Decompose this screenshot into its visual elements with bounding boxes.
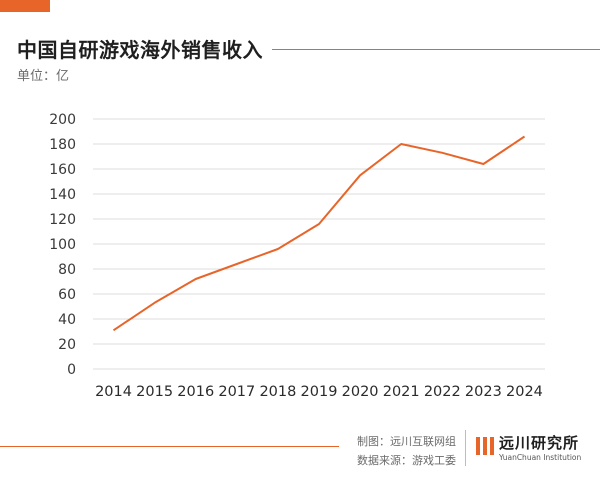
- bottom-rule: [0, 446, 339, 447]
- logo: 远川研究所 YuanChuan Institution: [475, 431, 600, 467]
- y-axis-ticks: 0 20 40 60 80 100 120 140 160 180 200: [49, 112, 76, 378]
- x-tick-label: 2015: [136, 384, 173, 400]
- credits-divider: [465, 430, 466, 466]
- y-tick-label: 80: [58, 262, 76, 278]
- y-tick-label: 0: [67, 362, 76, 378]
- y-tick-label: 20: [58, 337, 76, 353]
- y-tick-label: 120: [49, 212, 76, 228]
- logo-name: 远川研究所: [499, 434, 580, 452]
- series-lines: [112, 135, 526, 332]
- y-tick-label: 40: [58, 312, 76, 328]
- y-tick-label: 60: [58, 287, 76, 303]
- x-tick-label: 2017: [218, 384, 255, 400]
- title-rule: [272, 48, 600, 50]
- y-tick-label: 200: [49, 112, 76, 128]
- x-tick-label: 2019: [301, 384, 338, 400]
- x-tick-label: 2014: [95, 384, 132, 400]
- credits: 制图：远川互联网组 数据来源：游戏工委: [357, 432, 456, 470]
- top-accent-tab: [0, 0, 50, 12]
- y-tick-label: 100: [49, 237, 76, 253]
- chart-title: 中国自研游戏海外销售收入: [17, 37, 263, 62]
- source-text: 数据来源：游戏工委: [357, 454, 456, 467]
- x-tick-label: 2023: [465, 384, 502, 400]
- y-tick-label: 160: [49, 162, 76, 178]
- y-tick-label: 180: [49, 137, 76, 153]
- series-line: [112, 135, 526, 332]
- title-row: 中国自研游戏海外销售收入: [17, 33, 600, 63]
- made-by-text: 制图：远川互联网组: [357, 435, 456, 448]
- x-tick-label: 2018: [259, 384, 296, 400]
- x-tick-label: 2021: [383, 384, 420, 400]
- x-tick-label: 2016: [177, 384, 214, 400]
- unit-label: 单位：亿: [17, 69, 70, 84]
- x-tick-label: 2020: [342, 384, 379, 400]
- x-axis-ticks: 2014 2015 2016 2017 2018 2019 2020 2021 2022 2023…: [95, 384, 543, 400]
- gridlines: [93, 118, 545, 370]
- logo-mark-icon: [476, 437, 494, 455]
- y-tick-label: 140: [49, 187, 76, 203]
- x-tick-label: 2022: [424, 384, 461, 400]
- logo-subtitle: YuanChuan Institution: [499, 453, 582, 462]
- x-tick-label: 2024: [506, 384, 543, 400]
